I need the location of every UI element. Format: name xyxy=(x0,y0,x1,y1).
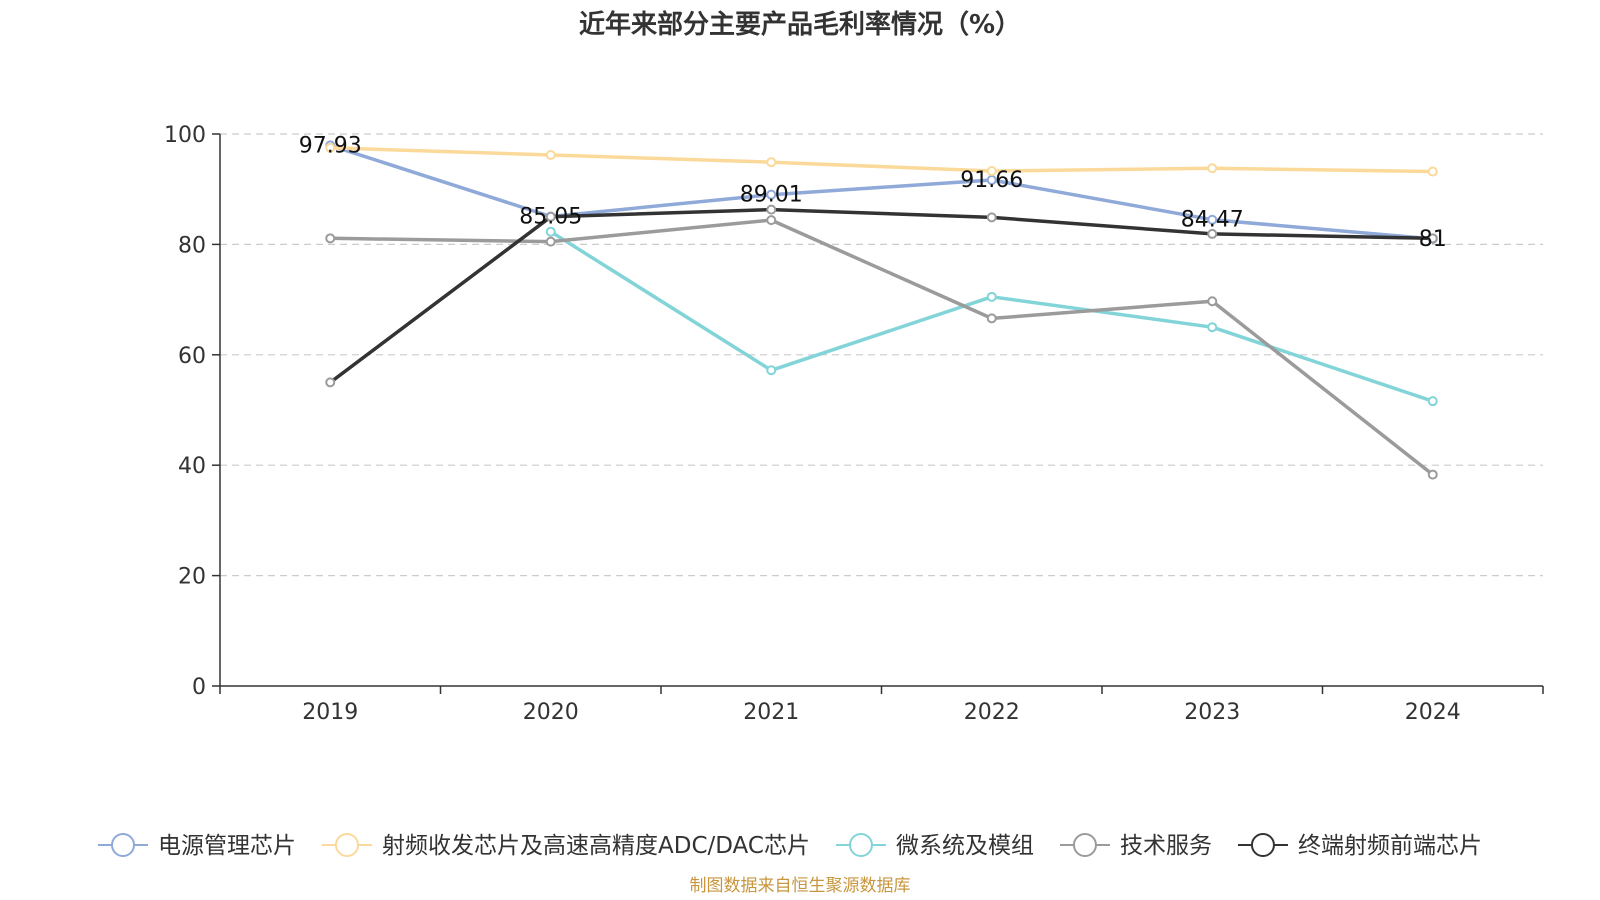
data-label: 89.01 xyxy=(740,183,803,208)
series-line-3 xyxy=(330,218,1434,476)
data-point[interactable] xyxy=(1207,214,1218,225)
series-line-4 xyxy=(329,207,1433,384)
x-tick-label: 2020 xyxy=(523,700,579,725)
legend-item-0[interactable]: 电源管理芯片 xyxy=(98,833,296,859)
legend-label: 微系统及模组 xyxy=(896,833,1034,859)
legend-marker xyxy=(111,833,135,857)
source-note: 制图数据来自恒生聚源数据库 xyxy=(690,876,911,896)
x-tick-label: 2024 xyxy=(1405,700,1461,725)
legend-label: 射频收发芯片及高速高精度ADC/DAC芯片 xyxy=(382,833,810,859)
data-point[interactable] xyxy=(545,236,556,247)
legend-label: 电源管理芯片 xyxy=(158,833,296,859)
data-point[interactable] xyxy=(1207,322,1218,333)
y-tick-label: 80 xyxy=(178,233,206,258)
x-tick-label: 2023 xyxy=(1184,700,1240,725)
grid-lines xyxy=(220,133,1543,577)
data-point[interactable] xyxy=(545,149,556,160)
legend-item-2[interactable]: 微系统及模组 xyxy=(835,833,1034,859)
y-tick-label: 60 xyxy=(178,344,206,369)
legend-marker xyxy=(1072,833,1097,857)
data-label: 91.66 xyxy=(960,168,1023,193)
legend-marker xyxy=(848,833,873,857)
data-point[interactable] xyxy=(1427,469,1438,480)
data-point[interactable] xyxy=(766,365,777,376)
chart-title: 近年来部分主要产品毛利率情况（%） xyxy=(579,9,1021,40)
data-point[interactable] xyxy=(766,189,777,200)
data-point[interactable] xyxy=(986,313,997,324)
series-lines xyxy=(329,143,1434,476)
data-point[interactable] xyxy=(766,157,777,168)
data-point[interactable] xyxy=(1207,296,1218,307)
data-point[interactable] xyxy=(1427,166,1438,177)
data-point[interactable] xyxy=(986,175,997,186)
data-point[interactable] xyxy=(325,142,336,153)
series-line-0 xyxy=(329,143,1433,241)
series-line-1 xyxy=(330,146,1433,174)
data-point[interactable] xyxy=(986,291,997,302)
x-tick-label: 2022 xyxy=(964,700,1020,725)
legend[interactable]: 电源管理芯片 射频收发芯片及高速高精度ADC/DAC芯片 微系统及模组 技术服务 终端射… xyxy=(98,833,1482,859)
legend-item-1[interactable]: 射频收发芯片及高速高精度ADC/DAC芯片 xyxy=(322,833,810,859)
legend-label: 技术服务 xyxy=(1120,833,1212,859)
data-point[interactable] xyxy=(545,211,556,222)
data-point[interactable] xyxy=(1207,163,1218,174)
data-point[interactable] xyxy=(1427,396,1438,407)
data-point[interactable] xyxy=(325,233,336,244)
data-point[interactable] xyxy=(545,226,556,237)
data-label: 84.47 xyxy=(1181,208,1244,233)
data-point[interactable] xyxy=(1207,228,1218,239)
y-tick-label: 100 xyxy=(164,123,206,148)
legend-marker xyxy=(1250,833,1275,857)
y-tick-label: 0 xyxy=(192,675,206,700)
x-tick-label: 2021 xyxy=(743,700,799,725)
data-point[interactable] xyxy=(766,204,777,215)
data-point[interactable] xyxy=(1427,233,1438,244)
y-tick-label: 20 xyxy=(178,565,206,590)
data-point[interactable] xyxy=(766,215,777,226)
data-point[interactable] xyxy=(986,212,997,223)
data-label: 81 xyxy=(1419,227,1447,252)
data-point[interactable] xyxy=(325,377,336,388)
data-labels: 97.93 85.05 89.01 91.66 84.47 81 xyxy=(299,133,1447,251)
legend-marker xyxy=(335,833,359,857)
data-label: 85.05 xyxy=(519,205,582,230)
y-tick-label: 40 xyxy=(178,454,206,479)
series-markers xyxy=(325,140,1438,480)
data-point[interactable] xyxy=(986,165,997,176)
x-tick-label: 2019 xyxy=(302,700,358,725)
axes: 0 20 40 60 80 100 2019 2020 2021 2022 2023 2024 xyxy=(164,123,1544,725)
data-label: 97.93 xyxy=(299,133,362,158)
legend-item-3[interactable]: 技术服务 xyxy=(1059,833,1212,859)
legend-label: 终端射频前端芯片 xyxy=(1298,833,1482,859)
legend-item-4[interactable]: 终端射频前端芯片 xyxy=(1237,833,1482,859)
